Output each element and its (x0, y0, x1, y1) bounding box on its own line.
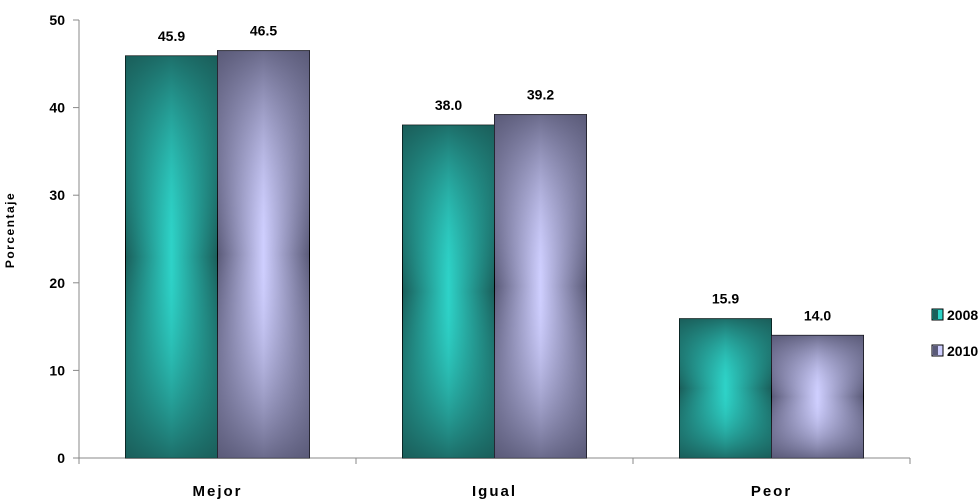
bars (125, 50, 864, 459)
legend-label-2010: 2010 (947, 343, 978, 359)
y-tick-label: 0 (57, 450, 65, 466)
data-label: 15.9 (712, 291, 739, 307)
data-label: 45.9 (158, 28, 185, 44)
bar-shade (771, 335, 864, 458)
data-label: 46.5 (250, 23, 277, 39)
legend-label-2008: 2008 (947, 307, 978, 323)
data-label: 38.0 (435, 97, 462, 113)
data-labels: 45.9 46.5 38.0 39.2 15.9 14.0 (158, 23, 831, 324)
bar-shade (402, 125, 495, 459)
bar-shade (494, 114, 587, 458)
data-label: 14.0 (804, 307, 831, 323)
y-tick-label: 10 (49, 362, 65, 378)
x-tick-label: Mejor (192, 483, 242, 500)
x-tick-label: Igual (472, 483, 517, 500)
bar-shade (217, 50, 310, 458)
legend-swatch-shade (933, 310, 938, 319)
x-tick-label: Peor (751, 483, 792, 500)
y-tick-label: 30 (49, 187, 65, 203)
legend: 2008 2010 (931, 307, 978, 359)
y-tick-label: 50 (49, 12, 65, 28)
data-label: 39.2 (527, 87, 554, 103)
y-tick-label: 20 (49, 275, 65, 291)
y-axis-title: Porcentaje (3, 192, 17, 268)
bar-shade (125, 55, 218, 458)
legend-swatch-shade (933, 346, 938, 355)
y-tick-label: 40 (49, 100, 65, 116)
bar-shade (679, 318, 772, 458)
